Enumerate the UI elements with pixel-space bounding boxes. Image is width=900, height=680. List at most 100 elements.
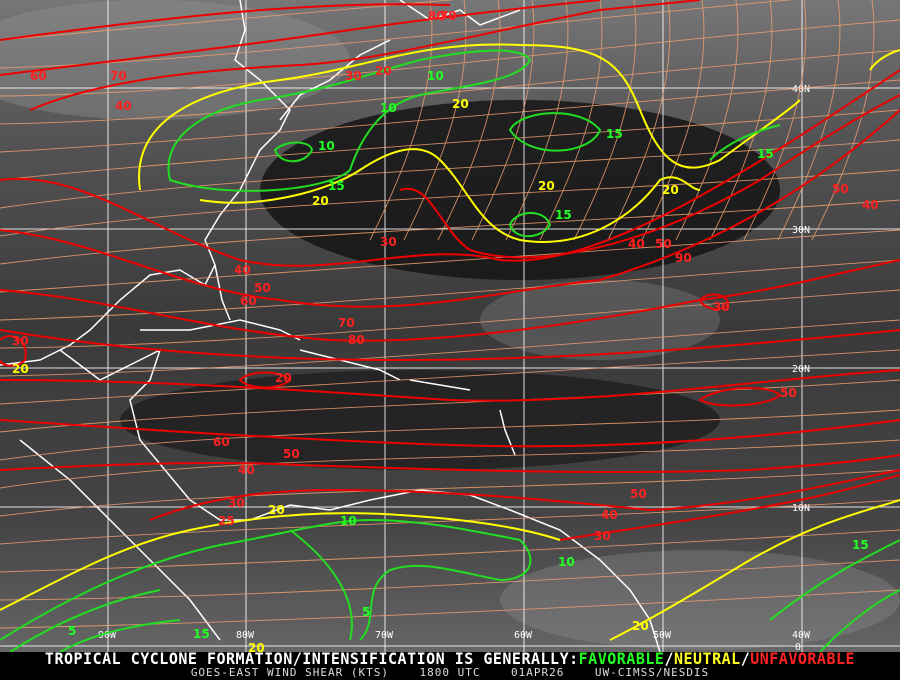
contour-label: 20 (275, 371, 292, 385)
streamline (0, 559, 900, 601)
contour-label: 5 (68, 624, 76, 638)
contour-label: 70 (440, 9, 457, 23)
cloud-region (480, 280, 720, 360)
product-info: GOES-EAST WIND SHEAR (KTS) 1800 UTC 01AP… (0, 667, 900, 679)
streamline (0, 589, 900, 629)
contour-label: 15 (852, 538, 869, 552)
streamline (0, 19, 900, 97)
legend-unfavorable: UNFAVORABLE (750, 649, 856, 669)
streamline (743, 0, 807, 241)
streamline (0, 469, 900, 517)
streamline (0, 139, 900, 209)
streamline (675, 0, 739, 241)
contour-label: 60 (240, 294, 257, 308)
contour-label: 40 (115, 99, 132, 113)
streamline (0, 109, 900, 181)
contour-label: 30 (594, 529, 611, 543)
contour-label: 20 (538, 179, 555, 193)
contour-label: 15 (606, 127, 623, 141)
contour-label: 10 (318, 139, 335, 153)
contour-label: 30 (345, 69, 362, 83)
contour-label: 10 (340, 514, 357, 528)
streamline (0, 439, 900, 489)
legend-favorable: FAVORABLE (578, 649, 665, 669)
contour-label: 40 (238, 463, 255, 477)
contour-label: 80 (428, 9, 445, 23)
contour-label: 20 (375, 64, 392, 78)
contour-label: 50 (655, 237, 672, 251)
contour-label: 20 (452, 97, 469, 111)
legend-separator: / (664, 649, 674, 669)
lon-label: 60W (514, 630, 533, 641)
contour-label: 20 (312, 194, 329, 208)
streamline (0, 529, 900, 573)
satellite-map: 90W 80W 70W 60W 50W 40W 40N 30N 20N 10N … (0, 0, 900, 652)
streamline (0, 79, 900, 153)
valid-time: 1800 UTC (419, 666, 481, 679)
contour-label: 50 (283, 447, 300, 461)
product-name: GOES-EAST WIND SHEAR (KTS) (190, 666, 389, 679)
map-footer: TROPICAL CYCLONE FORMATION/INTENSIFICATI… (0, 649, 900, 680)
contour-label: 20 (268, 503, 285, 517)
contour-label: 15 (757, 147, 774, 161)
streamline (709, 0, 773, 241)
contour-label: 30 (380, 235, 397, 249)
streamline (0, 199, 900, 265)
valid-date: 01APR26 (510, 666, 565, 679)
headline: TROPICAL CYCLONE FORMATION/INTENSIFICATI… (0, 649, 900, 669)
streamline (777, 0, 841, 241)
lon-label: 90W (98, 630, 117, 641)
streamline (0, 169, 900, 237)
contour-label: 50 (630, 487, 647, 501)
favorable-contours (0, 49, 900, 652)
unfavorable-contours (0, 0, 900, 541)
contour-label: 50 (832, 182, 849, 196)
neutral-contours (0, 43, 900, 641)
contour-label: 10 (380, 101, 397, 115)
lat-label: 10N (792, 503, 810, 514)
lat-label: 40N (792, 84, 810, 95)
contour-label: 30 (12, 334, 29, 348)
contour-label: 40 (628, 237, 645, 251)
contour-label: 60 (213, 435, 230, 449)
cloud-region (500, 550, 900, 650)
legend-separator: / (740, 649, 751, 669)
contour-label: 15 (193, 627, 210, 641)
contour-label: 70 (110, 69, 127, 83)
contour-label: 40 (601, 508, 618, 522)
contour-label: 20 (12, 362, 29, 376)
contour-label: 50 (254, 281, 271, 295)
streamline (573, 0, 637, 241)
streamline (505, 0, 569, 241)
streamline (0, 49, 900, 125)
streamline (0, 259, 900, 321)
streamline (0, 319, 900, 377)
lon-label: 40W (792, 630, 811, 641)
contour-label: 10 (427, 69, 444, 83)
contour-label: 80 (348, 333, 365, 347)
contour-label: 50 (780, 386, 797, 400)
lon-label: 50W (653, 630, 672, 641)
streamline (0, 409, 900, 461)
streamline (0, 0, 792, 69)
streamline (641, 0, 705, 241)
contour-label: 30 (713, 300, 730, 314)
streamline (403, 0, 467, 241)
data-source: UW-CIMSS/NESDIS (594, 666, 710, 679)
streamline (369, 0, 433, 241)
contour-label: 30 (228, 496, 245, 510)
contour-label: 5 (362, 605, 370, 619)
lon-label: 80W (236, 630, 255, 641)
contour-label: 20 (662, 183, 679, 197)
lat-label: 20N (792, 364, 810, 375)
contour-label: 60 (30, 69, 47, 83)
contour-label: 15 (328, 179, 345, 193)
contour-label: 25 (218, 514, 235, 528)
contour-label: 90 (675, 251, 692, 265)
cloud-region (0, 0, 350, 120)
contour-label: 40 (862, 198, 879, 212)
lat-label: 0 (795, 642, 801, 652)
contour-label: 20 (248, 641, 265, 652)
